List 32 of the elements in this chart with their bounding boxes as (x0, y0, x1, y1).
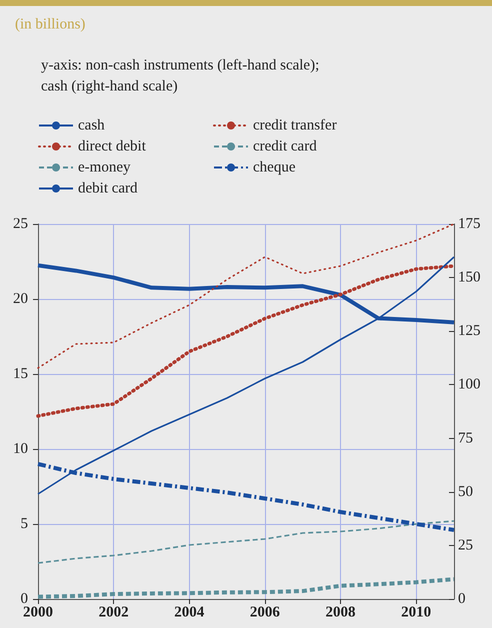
legend-label: cash (78, 118, 106, 134)
x-tick-label: 2010 (401, 604, 432, 620)
legend-label: direct debit (78, 138, 147, 154)
y-tick-label: 0 (20, 591, 28, 607)
x-tick-label: 2002 (98, 604, 129, 620)
line-series (36, 264, 456, 418)
y2-tick-label: 75 (458, 430, 473, 446)
y2-tick-label: 150 (458, 270, 480, 286)
y-tick-label: 10 (13, 441, 28, 457)
legend-label: debit card (78, 180, 138, 196)
x-tick-label: 2000 (23, 604, 53, 620)
chart-subtitle: y-axis: non-cash instruments (left-hand scale); cash (right-hand scale) (41, 58, 320, 94)
y-tick-label: 5 (20, 516, 28, 532)
legend-label: e-money (78, 160, 131, 176)
y2-tick-label: 100 (458, 376, 480, 393)
y2-tick-label: 125 (458, 323, 480, 340)
y2-tick-label: 50 (458, 484, 473, 500)
x-tick-label: 2008 (326, 604, 356, 620)
legend-label: credit transfer (253, 118, 337, 134)
legend-label: credit card (253, 138, 318, 154)
y2-tick-label: 25 (458, 537, 473, 554)
line-series (37, 223, 455, 369)
x-tick-label: 2006 (250, 604, 280, 620)
chart-title: (in billions) (15, 16, 86, 32)
x-tick-label: 2004 (174, 604, 205, 620)
line-series (37, 520, 455, 564)
legend-label: cheque (253, 160, 296, 176)
y-tick-label: 20 (13, 291, 28, 307)
y-tick-label: 15 (13, 366, 28, 382)
y2-tick-label: 175 (458, 216, 480, 232)
y2-tick-label: 0 (458, 591, 466, 607)
y-tick-label: 25 (13, 216, 28, 232)
